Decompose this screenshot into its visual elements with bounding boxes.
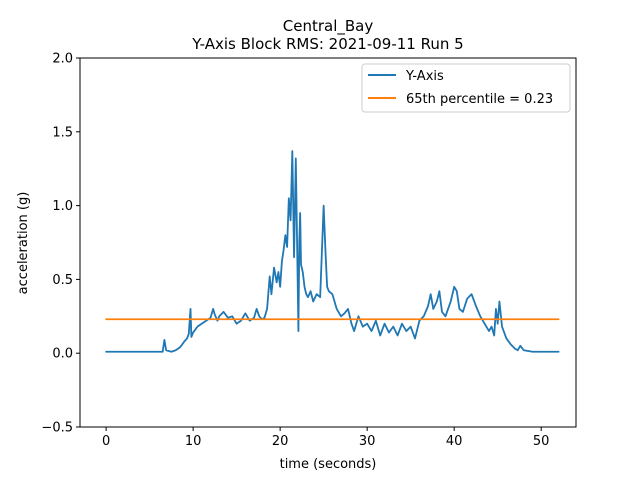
- x-tick-label: 0: [102, 434, 110, 449]
- plot-area: [80, 58, 576, 427]
- x-tick-label: 50: [533, 434, 550, 449]
- y-tick-label: −0.5: [41, 421, 73, 436]
- y-axis-ticks: −0.5 0.0 0.5 1.0 1.5 2.0: [41, 52, 80, 436]
- chart-title: Central_Bay: [283, 17, 374, 36]
- plot-frame: [79, 57, 577, 428]
- x-tick-label: 20: [272, 434, 289, 449]
- y-tick-label: 2.0: [52, 52, 73, 67]
- legend: Y-Axis 65th percentile = 0.23: [361, 63, 571, 113]
- y-tick-label: 0.5: [52, 273, 73, 288]
- x-tick-label: 30: [359, 434, 376, 449]
- series-layer: [105, 150, 560, 353]
- y-tick-label: 1.5: [52, 125, 73, 140]
- legend-box: [361, 63, 571, 113]
- y-axis-label: acceleration (g): [16, 192, 31, 295]
- y-tick-label: 1.0: [52, 199, 73, 214]
- y-tick-label: 0.0: [52, 347, 73, 362]
- x-tick-label: 40: [446, 434, 463, 449]
- chart-subtitle: Y-Axis Block RMS: 2021-09-11 Run 5: [191, 35, 463, 53]
- legend-label-y-axis: Y-Axis: [405, 69, 444, 84]
- legend-label-percentile: 65th percentile = 0.23: [406, 92, 553, 107]
- x-axis-label: time (seconds): [280, 457, 377, 472]
- series-line-0: [105, 150, 560, 353]
- x-tick-label: 10: [185, 434, 202, 449]
- x-axis-ticks: 0 10 20 30 40 50: [102, 427, 550, 449]
